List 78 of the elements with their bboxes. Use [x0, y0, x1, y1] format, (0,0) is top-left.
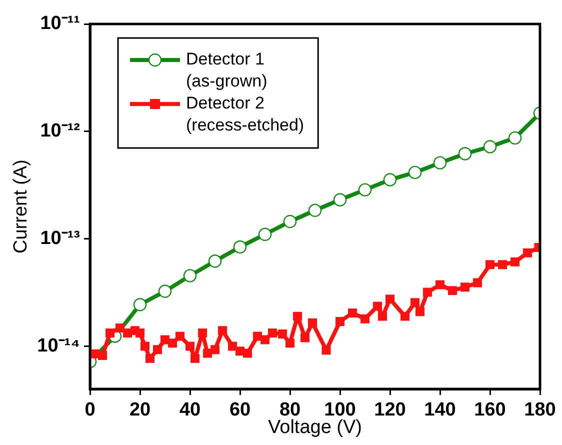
- point: [258, 228, 272, 241]
- x-tick-label: 160: [474, 400, 506, 421]
- point: [436, 280, 444, 290]
- point: [308, 204, 322, 217]
- point: [106, 328, 114, 338]
- legend-label: Detector 1 (as-grown): [186, 50, 268, 91]
- point: [278, 330, 287, 339]
- point: [98, 351, 107, 360]
- y-tick-label: 10⁻¹³: [40, 228, 80, 250]
- point: [473, 278, 482, 288]
- y-axis-title: Current (A): [10, 160, 32, 254]
- point: [448, 286, 457, 296]
- point: [308, 318, 317, 328]
- x-axis-title: Voltage (V): [268, 416, 362, 438]
- point: [322, 346, 331, 355]
- x-tick-label: 140: [424, 400, 456, 421]
- point: [198, 328, 207, 338]
- point: [158, 284, 172, 298]
- point: [268, 328, 277, 338]
- point: [243, 348, 252, 358]
- point: [286, 338, 294, 348]
- point: [203, 348, 212, 358]
- point: [360, 314, 370, 324]
- point: [233, 240, 247, 254]
- y-tick-label: 10⁻¹¹: [40, 13, 80, 34]
- point: [218, 326, 227, 336]
- point: [358, 183, 372, 196]
- point: [486, 260, 494, 270]
- point: [458, 147, 472, 160]
- point: [116, 323, 124, 332]
- point: [176, 332, 184, 341]
- point: [408, 166, 422, 180]
- point: [336, 317, 344, 326]
- point: [433, 156, 447, 170]
- point: [260, 335, 270, 344]
- point: [283, 214, 297, 228]
- point: [410, 298, 420, 308]
- y-tick-label: 10⁻¹²: [40, 120, 80, 142]
- point: [253, 332, 262, 341]
- point: [133, 298, 147, 312]
- y-tick-label: 10⁻¹⁴: [37, 335, 80, 356]
- legend-label: Detector 2 (recess-etched): [186, 94, 304, 135]
- x-tick-label: 180: [524, 400, 556, 421]
- point: [400, 312, 410, 321]
- x-tick-label: 60: [229, 400, 251, 421]
- point: [210, 345, 220, 354]
- point: [160, 335, 170, 344]
- x-tick-label: 120: [374, 400, 406, 421]
- point: [483, 140, 497, 154]
- point: [333, 193, 347, 206]
- point: [348, 308, 357, 318]
- point: [186, 342, 194, 351]
- point: [373, 302, 382, 311]
- point: [136, 328, 144, 338]
- point: [510, 257, 520, 266]
- point: [236, 346, 244, 356]
- point: [383, 173, 397, 186]
- x-tick-label: 0: [84, 400, 96, 421]
- point: [293, 312, 302, 321]
- point: [208, 254, 222, 268]
- point: [190, 354, 200, 363]
- point: [498, 260, 507, 270]
- point: [140, 342, 150, 351]
- point: [508, 131, 522, 145]
- point: [416, 307, 424, 316]
- point: [183, 269, 197, 282]
- point: [460, 282, 470, 292]
- point: [146, 354, 154, 363]
- x-tick-label: 20: [129, 400, 151, 421]
- point: [386, 294, 394, 304]
- x-tick-label: 40: [179, 400, 201, 421]
- point: [123, 328, 132, 338]
- point: [300, 333, 310, 342]
- point: [523, 248, 532, 258]
- point: [168, 338, 177, 348]
- point: [378, 312, 387, 321]
- point: [423, 288, 432, 297]
- point: [153, 345, 162, 354]
